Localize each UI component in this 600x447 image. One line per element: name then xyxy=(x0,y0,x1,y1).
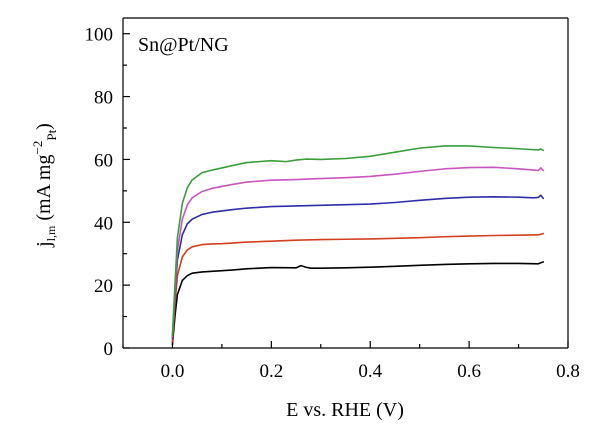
y-title-unit-open: (mA mg xyxy=(33,155,55,226)
series-line-4 xyxy=(171,166,545,338)
ticks xyxy=(122,33,569,349)
x-tick-label: 0.4 xyxy=(358,361,382,382)
y-title-main-sub: l,m xyxy=(44,225,58,241)
chart-annotation: Sn@Pt/NG xyxy=(138,34,229,56)
y-tick-label: 20 xyxy=(94,276,113,297)
tick-labels: 0.0 0.2 0.4 0.6 0.8 0 20 40 60 80 100 xyxy=(85,25,580,382)
y-title-unit-close: ) xyxy=(33,123,55,130)
y-tick-label: 100 xyxy=(85,25,114,46)
y-title-unit-sub: Pt xyxy=(44,129,59,140)
x-tick-label: 0.8 xyxy=(556,361,580,382)
y-tick-label: 0 xyxy=(104,339,114,360)
y-title-unit-sup: −2 xyxy=(30,141,45,155)
series-line-1 xyxy=(171,261,545,346)
y-tick-label: 40 xyxy=(94,213,113,234)
x-tick-label: 0.0 xyxy=(161,361,185,382)
y-tick-label: 60 xyxy=(94,150,113,171)
x-tick-label: 0.2 xyxy=(259,361,283,382)
series-line-5 xyxy=(171,145,545,337)
y-tick-label: 80 xyxy=(94,88,113,109)
series-group xyxy=(171,145,545,346)
axes xyxy=(122,17,569,349)
y-axis-title: jl,m (mA mg−2Pt) xyxy=(30,123,59,248)
series-line-2 xyxy=(171,232,545,343)
x-tick-label: 0.6 xyxy=(457,361,481,382)
x-axis-title: E vs. RHE (V) xyxy=(286,399,404,421)
series-line-3 xyxy=(171,194,545,340)
y-title-main: j xyxy=(33,241,55,248)
